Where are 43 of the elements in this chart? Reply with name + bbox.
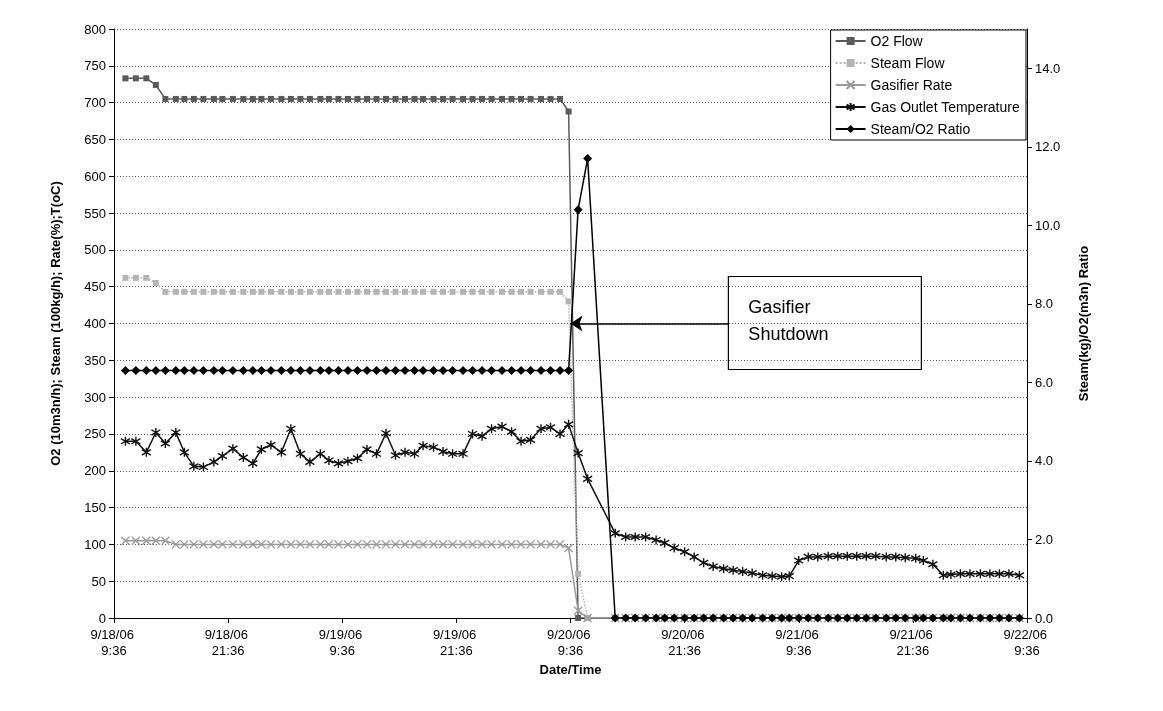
x-tick-label: 9/19/06 9:36	[318, 626, 366, 658]
legend-label: Gas Outlet Temperature	[870, 99, 1020, 115]
x-tick-label: 9/18/06 9:36	[90, 626, 138, 658]
y-tick-label: 450	[84, 279, 106, 295]
legend-label: Gasifier Rate	[870, 77, 953, 93]
x-tick-label: 9/22/06 9:36	[1003, 626, 1051, 658]
y2-tick-label: 8.0	[1035, 296, 1054, 312]
x-tick-label: 9/19/06 21:36	[432, 626, 480, 658]
y-tick-label: 750	[84, 58, 106, 74]
y-tick-label: 600	[84, 168, 106, 184]
y2-tick-label: 14.0	[1035, 60, 1061, 76]
y-tick-label: 650	[84, 131, 106, 147]
x-tick-label: 9/21/06 21:36	[889, 626, 937, 658]
y-tick-label: 800	[84, 21, 106, 37]
y2-axis-title: Steam(kg)/O2(m3n) Ratio	[1076, 245, 1091, 402]
y-tick-label: 200	[84, 463, 106, 479]
legend-label: O2 Flow	[870, 33, 924, 49]
y-tick-label: 300	[84, 389, 106, 405]
y2-tick-label: 12.0	[1035, 139, 1061, 155]
y-tick-label: 350	[84, 352, 106, 368]
y-tick-label: 700	[84, 95, 106, 111]
y2-tick-label: 6.0	[1035, 374, 1054, 390]
x-axis-title: Date/Time	[539, 661, 602, 677]
y-tick-label: 550	[84, 205, 106, 221]
annotation: Gasifier Shutdown	[748, 297, 829, 344]
y-tick-label: 50	[91, 573, 106, 589]
y-tick-label: 100	[84, 536, 106, 552]
x-tick-label: 9/20/06 9:36	[547, 626, 594, 658]
y-tick-label: 250	[84, 426, 106, 442]
y2-tick-label: 0.0	[1035, 610, 1054, 626]
legend-label: Steam Flow	[870, 55, 946, 71]
y2-tick-label: 10.0	[1035, 217, 1061, 233]
y-tick-label: 400	[84, 316, 106, 331]
y-tick-label: 0	[98, 610, 106, 626]
y-tick-label: 500	[84, 242, 106, 258]
legend-label: Steam/O2 Ratio	[870, 121, 971, 137]
x-tick-label: 9/20/06 21:36	[661, 626, 709, 658]
x-tick-label: 9/18/06 21:36	[204, 626, 252, 658]
y2-tick-label: 4.0	[1035, 453, 1054, 469]
x-tick-label: 9/21/06 9:36	[775, 626, 823, 658]
y-axis-title: O2 (10m3n/h); Steam (100kg/h); Rate(%);T(oC)	[48, 181, 63, 466]
y2-tick-label: 2.0	[1035, 531, 1054, 547]
y-tick-label: 150	[84, 500, 106, 516]
